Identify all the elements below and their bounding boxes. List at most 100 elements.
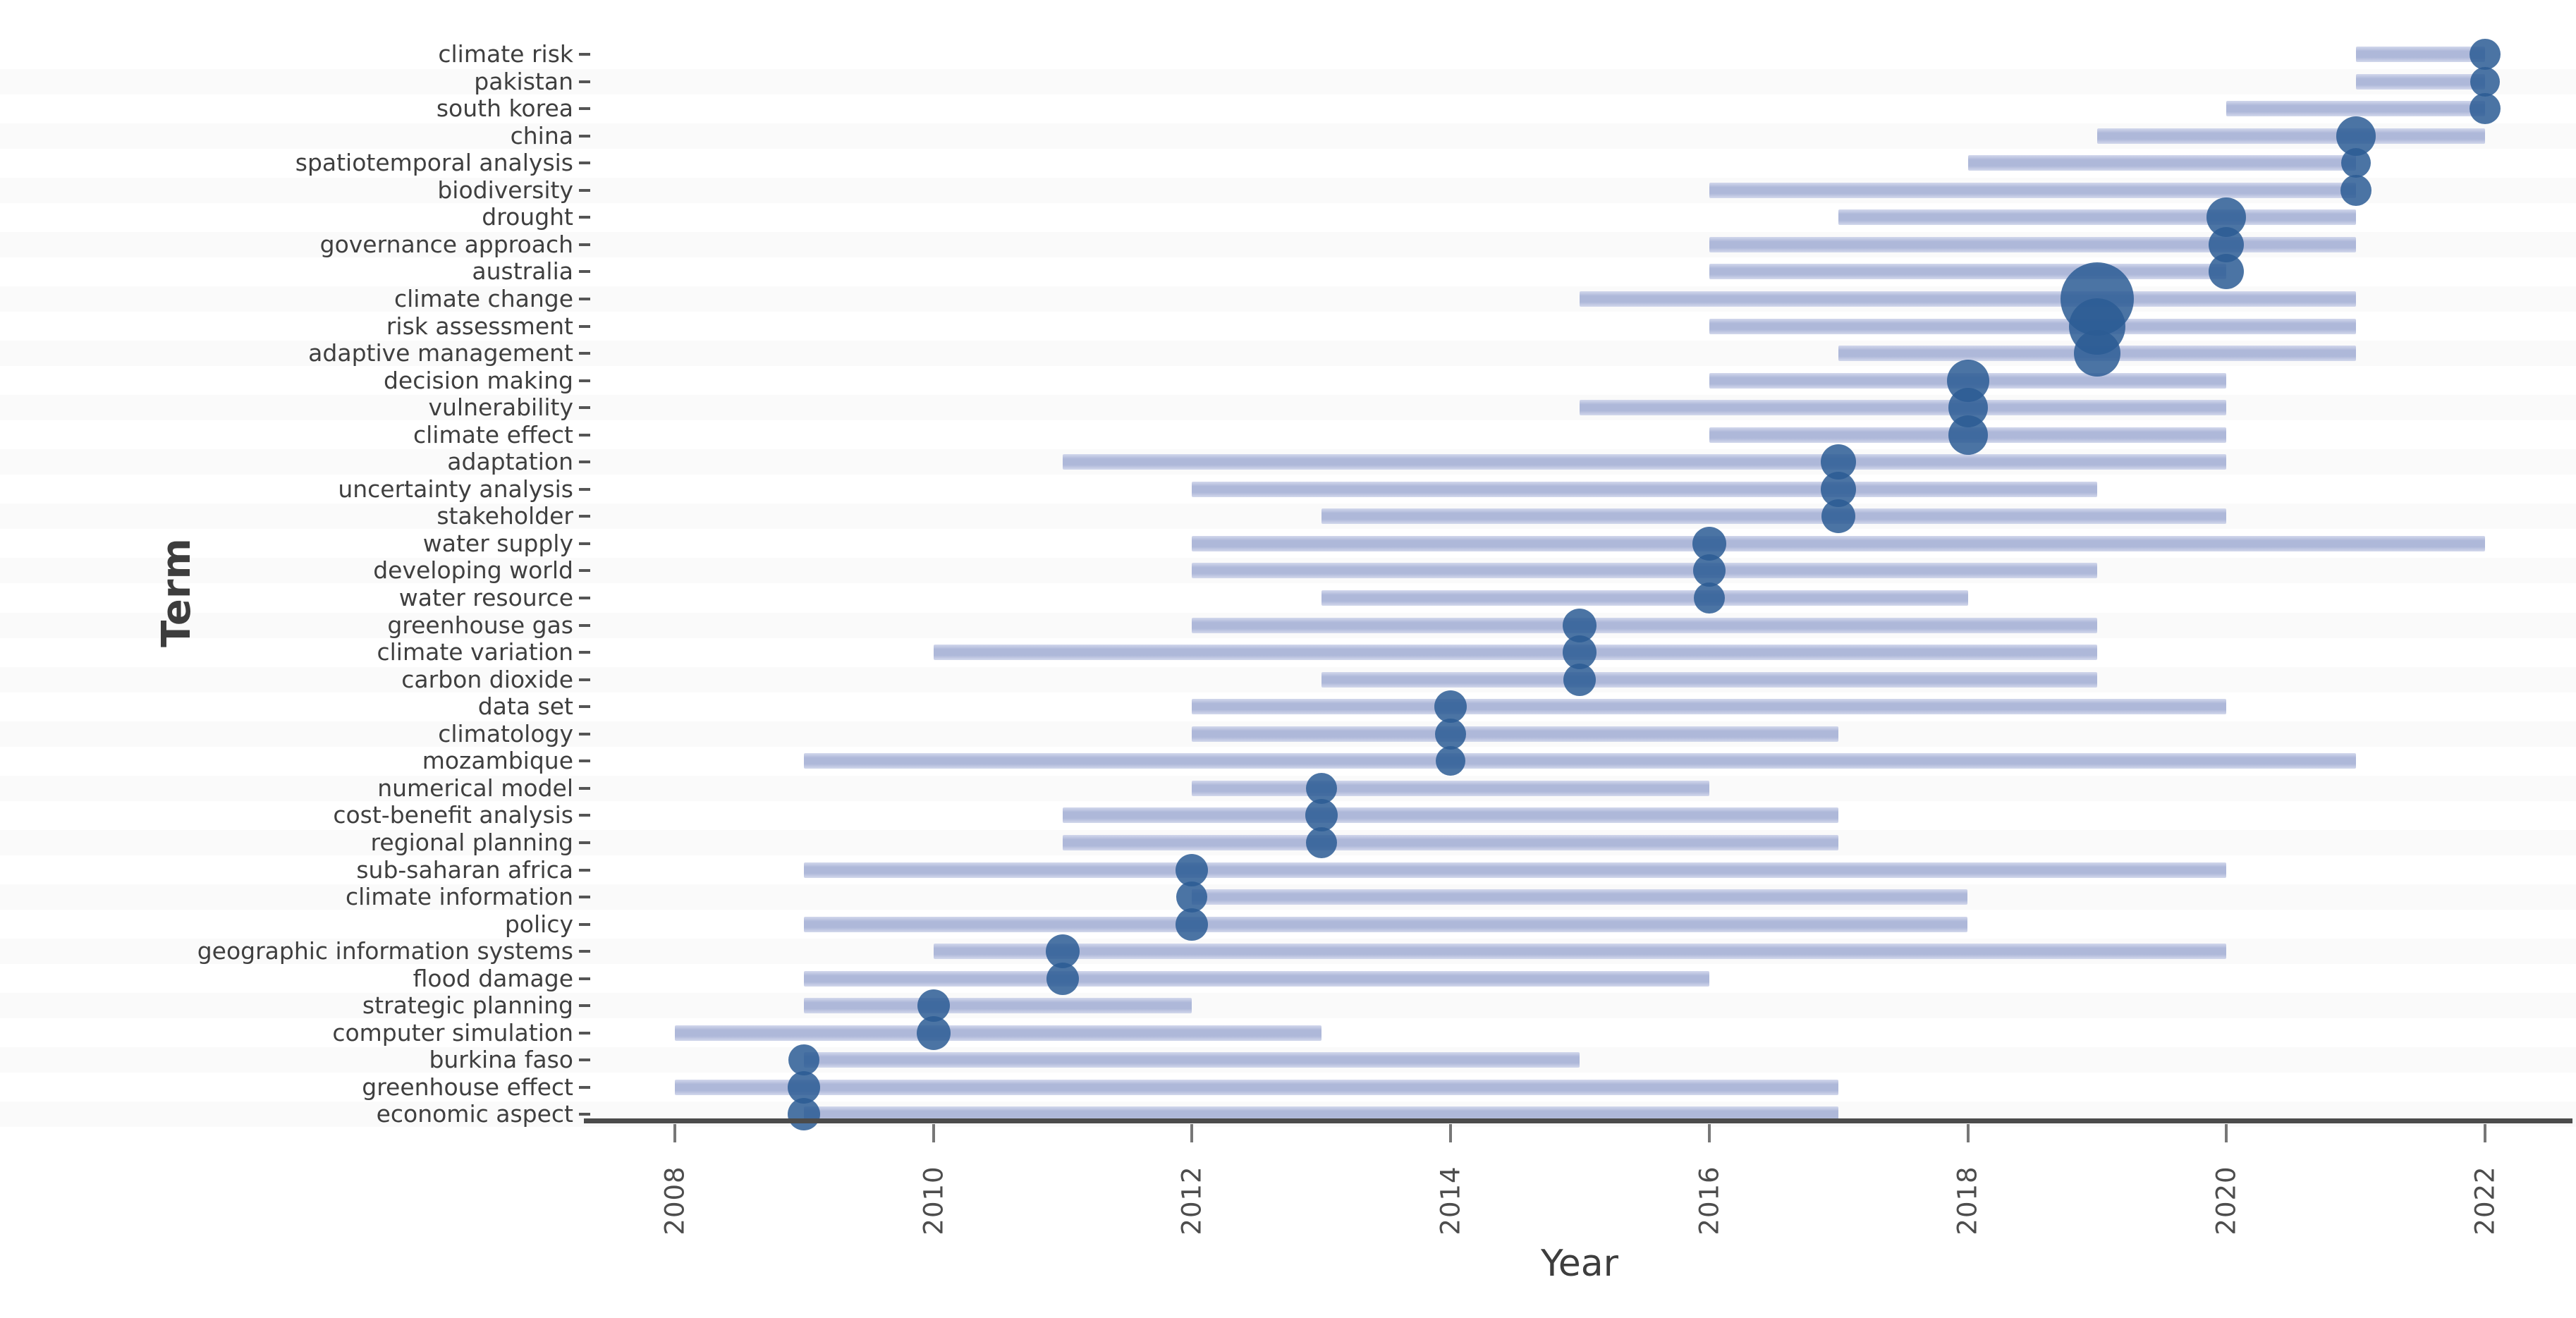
y-axis-label: mozambique bbox=[422, 747, 573, 775]
y-axis-tick bbox=[579, 1113, 590, 1116]
bubble-dot bbox=[1693, 582, 1725, 614]
y-axis-tick bbox=[579, 406, 590, 410]
bubble-dot bbox=[1176, 908, 1209, 941]
y-axis-tick bbox=[579, 515, 590, 518]
range-bar bbox=[675, 1079, 1839, 1095]
range-bar bbox=[1321, 590, 1968, 606]
y-axis-label: carbon dioxide bbox=[401, 665, 573, 693]
y-axis-label: data set bbox=[477, 692, 573, 721]
y-axis-label: adaptation bbox=[447, 448, 573, 476]
y-axis-label: water resource bbox=[398, 584, 573, 611]
bubble-dot bbox=[2340, 174, 2371, 206]
bubble-dot bbox=[788, 1044, 820, 1076]
y-axis-tick bbox=[579, 841, 590, 844]
y-axis-tick bbox=[579, 569, 590, 573]
bubble-dot bbox=[916, 1015, 951, 1050]
bubble-dot bbox=[1046, 962, 1080, 995]
bubble-dot bbox=[1305, 826, 1337, 858]
bubble-dot bbox=[2209, 254, 2245, 290]
y-axis-tick bbox=[579, 487, 590, 491]
x-axis-tick-label-text: 2016 bbox=[1694, 1165, 1725, 1235]
y-axis-tick bbox=[579, 53, 590, 56]
bubble-dot bbox=[2469, 39, 2501, 70]
range-bar bbox=[804, 1052, 1580, 1068]
x-axis-tick-label: 2012 bbox=[1142, 1147, 1241, 1253]
bubble-dot bbox=[1692, 554, 1726, 587]
bubble-dot bbox=[788, 1070, 821, 1104]
y-axis-tick bbox=[579, 651, 590, 654]
y-axis-tick bbox=[579, 216, 590, 219]
range-bar bbox=[1321, 671, 2097, 688]
y-axis-title: Term bbox=[153, 537, 200, 647]
y-axis-label: policy bbox=[504, 910, 573, 938]
y-axis-tick bbox=[579, 950, 590, 953]
y-axis-label: strategic planning bbox=[362, 991, 573, 1020]
range-bar bbox=[1192, 617, 2097, 633]
y-axis-label: sub-saharan africa bbox=[356, 855, 573, 884]
bubble-dot bbox=[2469, 93, 2501, 125]
x-axis-tick-label-text: 2010 bbox=[918, 1165, 949, 1235]
y-axis-tick bbox=[579, 161, 590, 165]
y-axis-tick bbox=[579, 977, 590, 980]
range-bar bbox=[804, 753, 2356, 769]
y-axis-label: water supply bbox=[422, 529, 573, 557]
y-axis-tick bbox=[579, 379, 590, 382]
range-bar bbox=[1192, 481, 2097, 497]
bubble-dot bbox=[1305, 799, 1338, 832]
y-axis-tick bbox=[579, 922, 590, 926]
bubble-dot bbox=[1821, 499, 1856, 534]
y-axis-label: climate risk bbox=[438, 40, 573, 68]
y-axis-tick bbox=[579, 732, 590, 736]
x-axis-tick bbox=[1449, 1124, 1453, 1142]
x-axis-tick-label: 2016 bbox=[1660, 1147, 1759, 1253]
y-axis-label: climate change bbox=[393, 284, 573, 312]
y-axis-label: geographic information systems bbox=[197, 937, 573, 965]
range-bar bbox=[1192, 535, 2485, 551]
x-axis-tick-label-text: 2022 bbox=[2470, 1165, 2501, 1235]
row-stripe bbox=[0, 666, 2576, 692]
y-axis-tick bbox=[579, 814, 590, 817]
y-axis-label: greenhouse gas bbox=[387, 611, 573, 639]
x-axis-tick-label: 2018 bbox=[1919, 1147, 2018, 1253]
bubble-dot bbox=[1948, 415, 1988, 455]
y-axis-label: south korea bbox=[436, 94, 573, 123]
x-axis-line bbox=[584, 1118, 2572, 1123]
x-axis-tick bbox=[1707, 1124, 1711, 1142]
y-axis-tick bbox=[579, 542, 590, 545]
y-axis-tick bbox=[579, 1004, 590, 1008]
x-axis-tick bbox=[673, 1124, 676, 1142]
x-axis-tick bbox=[1966, 1124, 1970, 1142]
x-axis-tick-label: 2008 bbox=[625, 1147, 724, 1253]
y-axis-tick bbox=[579, 270, 590, 274]
y-axis-tick bbox=[579, 433, 590, 437]
x-axis-tick bbox=[932, 1124, 935, 1142]
range-bar bbox=[804, 862, 2227, 878]
y-axis-label: developing world bbox=[373, 556, 573, 585]
range-bar bbox=[804, 1106, 1839, 1123]
x-axis-tick-label-text: 2012 bbox=[1176, 1165, 1207, 1235]
y-axis-tick bbox=[579, 868, 590, 872]
range-bar bbox=[2226, 101, 2485, 117]
y-axis-tick bbox=[579, 1031, 590, 1035]
bubble-dot bbox=[2470, 66, 2500, 97]
range-bar bbox=[1580, 400, 2227, 416]
y-axis-label: flood damage bbox=[413, 964, 573, 992]
y-axis-label: uncertainty analysis bbox=[338, 475, 573, 503]
y-axis-label: china bbox=[510, 121, 573, 150]
range-bar bbox=[1063, 454, 2227, 470]
range-bar bbox=[1192, 563, 2097, 579]
y-axis-label: climate information bbox=[345, 883, 573, 911]
y-axis-label: australia bbox=[472, 257, 573, 286]
y-axis-label: numerical model bbox=[377, 774, 573, 802]
bubble-dot bbox=[788, 1098, 821, 1131]
y-axis-label: governance approach bbox=[319, 230, 573, 258]
y-axis-label: pakistan bbox=[474, 67, 573, 95]
x-axis-tick-label-text: 2008 bbox=[659, 1165, 690, 1235]
y-axis-label: drought bbox=[482, 203, 573, 231]
range-bar bbox=[804, 916, 1968, 932]
x-axis-tick-label-text: 2020 bbox=[2211, 1165, 2242, 1235]
range-bar bbox=[1063, 834, 1839, 850]
y-axis-label: climatology bbox=[438, 719, 573, 748]
y-axis-label: spatiotemporal analysis bbox=[295, 149, 573, 177]
